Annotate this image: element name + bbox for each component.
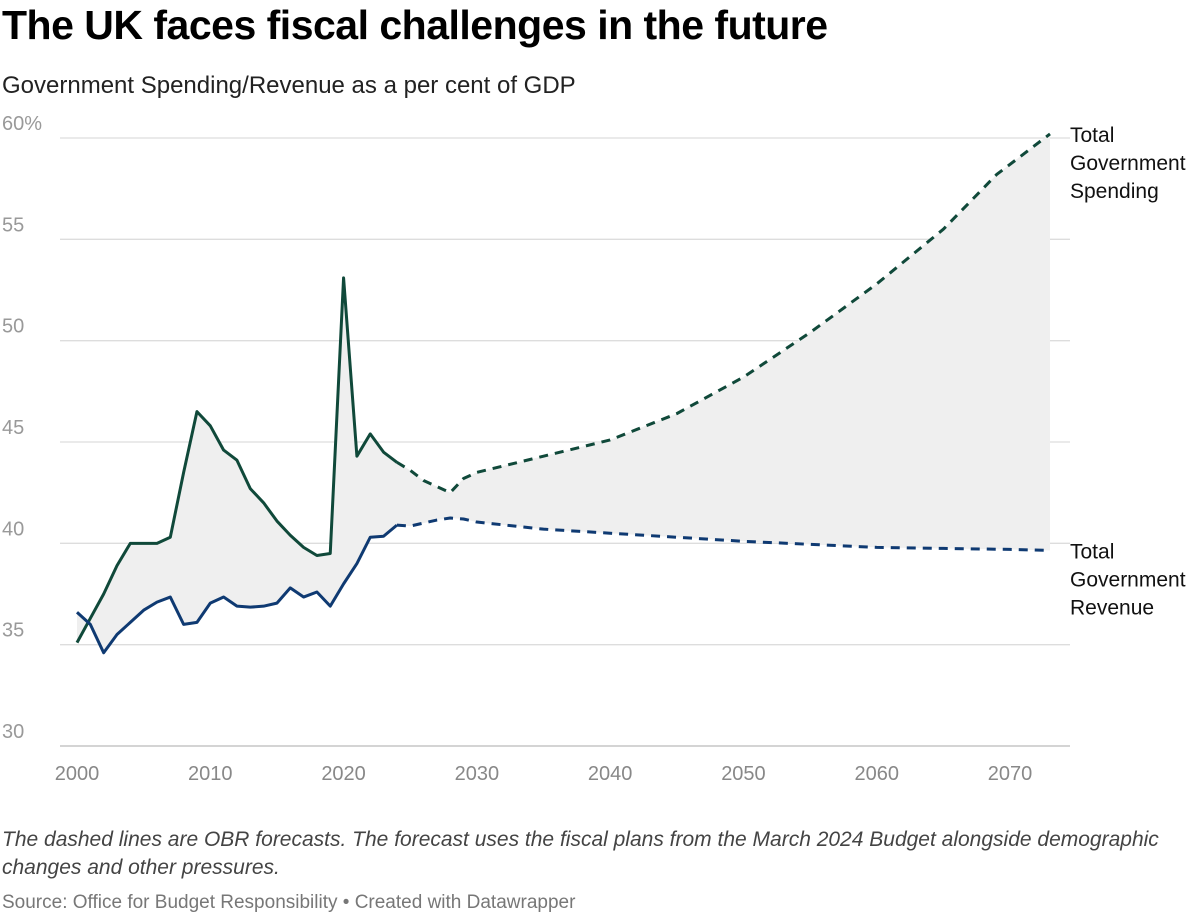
y-tick-label: 40: [2, 518, 24, 540]
x-tick-label: 2060: [854, 763, 899, 785]
y-tick-label: 35: [2, 620, 24, 642]
x-tick-label: 2000: [55, 763, 100, 785]
line-chart: 60% 55 50 45 40 35 30 2000 2010 2020 2030 2040 2050 2…: [2, 113, 1186, 785]
x-tick-label: 2070: [988, 763, 1033, 785]
y-tick-label: 30: [2, 721, 24, 743]
spending-series-label: Total: [1070, 124, 1114, 147]
x-tick-label: 2020: [321, 763, 366, 785]
spending-series-label: Government: [1070, 152, 1186, 175]
y-tick-label: 60%: [2, 113, 42, 135]
chart-source: Source: Office for Budget Responsibility…: [2, 892, 576, 913]
y-tick-label: 45: [2, 417, 24, 439]
chart-title: The UK faces fiscal challenges in the fu…: [2, 2, 828, 48]
x-tick-label: 2050: [721, 763, 766, 785]
x-tick-label: 2030: [455, 763, 500, 785]
chart-notes: The dashed lines are OBR forecasts. The …: [2, 828, 1159, 879]
spending-line-actual: [75, 276, 398, 644]
y-tick-label: 55: [2, 214, 24, 236]
revenue-series-label: Revenue: [1070, 596, 1154, 619]
area-between-series: [77, 133, 1050, 653]
x-tick-label: 2010: [188, 763, 233, 785]
chart-subtitle: Government Spending/Revenue as a per cen…: [2, 72, 576, 99]
spending-line-forecast: [396, 132, 1051, 495]
revenue-line-forecast: [396, 516, 1051, 552]
revenue-series-label: Government: [1070, 568, 1186, 591]
revenue-line-actual: [75, 523, 398, 655]
revenue-series-label: Total: [1070, 540, 1114, 563]
spending-series-label: Spending: [1070, 180, 1159, 203]
y-tick-label: 50: [2, 316, 24, 338]
x-tick-label: 2040: [588, 763, 633, 785]
